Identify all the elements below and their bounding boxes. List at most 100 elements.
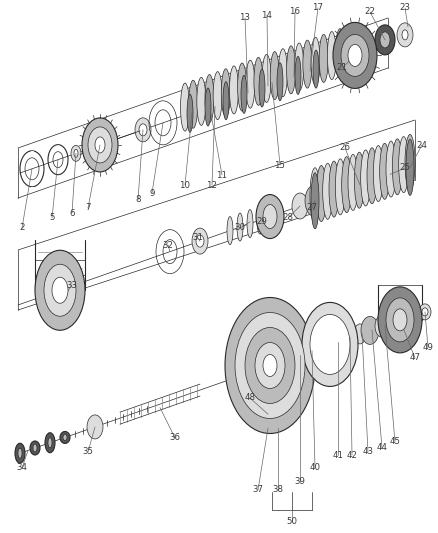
Ellipse shape (245, 327, 295, 403)
Ellipse shape (419, 304, 431, 320)
Text: 11: 11 (216, 171, 227, 180)
Ellipse shape (263, 205, 277, 229)
Text: 16: 16 (290, 7, 300, 17)
Text: 41: 41 (332, 450, 343, 459)
Text: 28: 28 (283, 214, 293, 222)
Ellipse shape (316, 166, 326, 222)
Ellipse shape (257, 206, 263, 234)
Text: 30: 30 (234, 223, 246, 232)
Ellipse shape (319, 35, 328, 83)
Ellipse shape (360, 150, 371, 206)
Ellipse shape (60, 431, 70, 443)
Ellipse shape (213, 71, 222, 119)
Text: 27: 27 (307, 204, 318, 213)
Ellipse shape (348, 155, 358, 211)
Ellipse shape (327, 31, 336, 79)
Ellipse shape (187, 94, 193, 132)
Ellipse shape (375, 25, 395, 55)
Ellipse shape (263, 354, 277, 376)
Ellipse shape (399, 136, 409, 192)
Ellipse shape (422, 308, 428, 316)
Text: 15: 15 (275, 160, 286, 169)
Text: 38: 38 (272, 486, 283, 495)
Ellipse shape (180, 83, 190, 131)
Ellipse shape (246, 60, 255, 108)
Ellipse shape (311, 173, 319, 229)
Ellipse shape (354, 324, 366, 344)
Ellipse shape (279, 49, 287, 96)
Text: 35: 35 (82, 448, 93, 456)
Text: 17: 17 (312, 4, 324, 12)
Text: 25: 25 (399, 164, 410, 173)
Ellipse shape (323, 163, 333, 219)
Ellipse shape (311, 37, 320, 85)
Ellipse shape (333, 22, 377, 88)
Ellipse shape (45, 433, 55, 453)
Ellipse shape (95, 137, 105, 153)
Ellipse shape (277, 63, 283, 101)
Ellipse shape (262, 54, 271, 102)
Ellipse shape (300, 335, 320, 367)
Ellipse shape (380, 143, 390, 199)
Ellipse shape (305, 185, 325, 217)
Ellipse shape (302, 302, 358, 386)
Ellipse shape (256, 195, 284, 239)
Ellipse shape (354, 152, 364, 208)
Ellipse shape (241, 75, 247, 114)
Ellipse shape (402, 30, 408, 40)
Text: 29: 29 (257, 217, 268, 227)
Text: 37: 37 (252, 486, 264, 495)
Ellipse shape (235, 312, 305, 418)
Ellipse shape (192, 228, 208, 254)
Ellipse shape (310, 314, 350, 375)
Ellipse shape (35, 251, 85, 330)
Ellipse shape (378, 287, 422, 353)
Text: 9: 9 (149, 189, 155, 198)
Text: 10: 10 (180, 181, 191, 190)
Text: 13: 13 (240, 13, 251, 22)
Ellipse shape (329, 161, 339, 217)
Ellipse shape (230, 66, 238, 114)
Ellipse shape (406, 140, 414, 196)
Text: 47: 47 (410, 353, 420, 362)
Text: 34: 34 (17, 464, 28, 472)
Ellipse shape (341, 35, 369, 76)
Ellipse shape (392, 139, 403, 195)
Ellipse shape (361, 317, 379, 344)
Ellipse shape (336, 159, 345, 215)
Ellipse shape (336, 29, 345, 77)
Ellipse shape (30, 441, 40, 455)
Text: 22: 22 (364, 7, 375, 17)
Text: 39: 39 (295, 478, 305, 487)
Text: 21: 21 (336, 63, 347, 72)
Ellipse shape (393, 309, 407, 331)
Text: 36: 36 (170, 433, 180, 442)
Ellipse shape (373, 146, 383, 201)
Text: 2: 2 (19, 223, 25, 232)
Text: 5: 5 (49, 214, 55, 222)
Ellipse shape (386, 141, 396, 197)
Ellipse shape (267, 203, 273, 231)
Ellipse shape (342, 326, 358, 350)
Ellipse shape (380, 32, 390, 48)
Ellipse shape (33, 444, 37, 452)
Ellipse shape (48, 438, 52, 448)
Ellipse shape (227, 216, 233, 245)
Ellipse shape (205, 75, 214, 123)
Ellipse shape (88, 127, 112, 163)
Ellipse shape (71, 146, 81, 161)
Ellipse shape (225, 297, 315, 433)
Text: 24: 24 (417, 141, 427, 149)
Ellipse shape (254, 58, 263, 106)
Text: 6: 6 (69, 208, 75, 217)
Ellipse shape (189, 80, 198, 128)
Ellipse shape (255, 343, 285, 389)
Ellipse shape (259, 69, 265, 107)
Ellipse shape (348, 44, 362, 67)
Ellipse shape (303, 40, 312, 88)
Text: 43: 43 (363, 448, 374, 456)
Text: 49: 49 (423, 343, 434, 352)
Ellipse shape (197, 77, 206, 125)
Ellipse shape (292, 193, 308, 219)
Text: 31: 31 (192, 233, 204, 243)
